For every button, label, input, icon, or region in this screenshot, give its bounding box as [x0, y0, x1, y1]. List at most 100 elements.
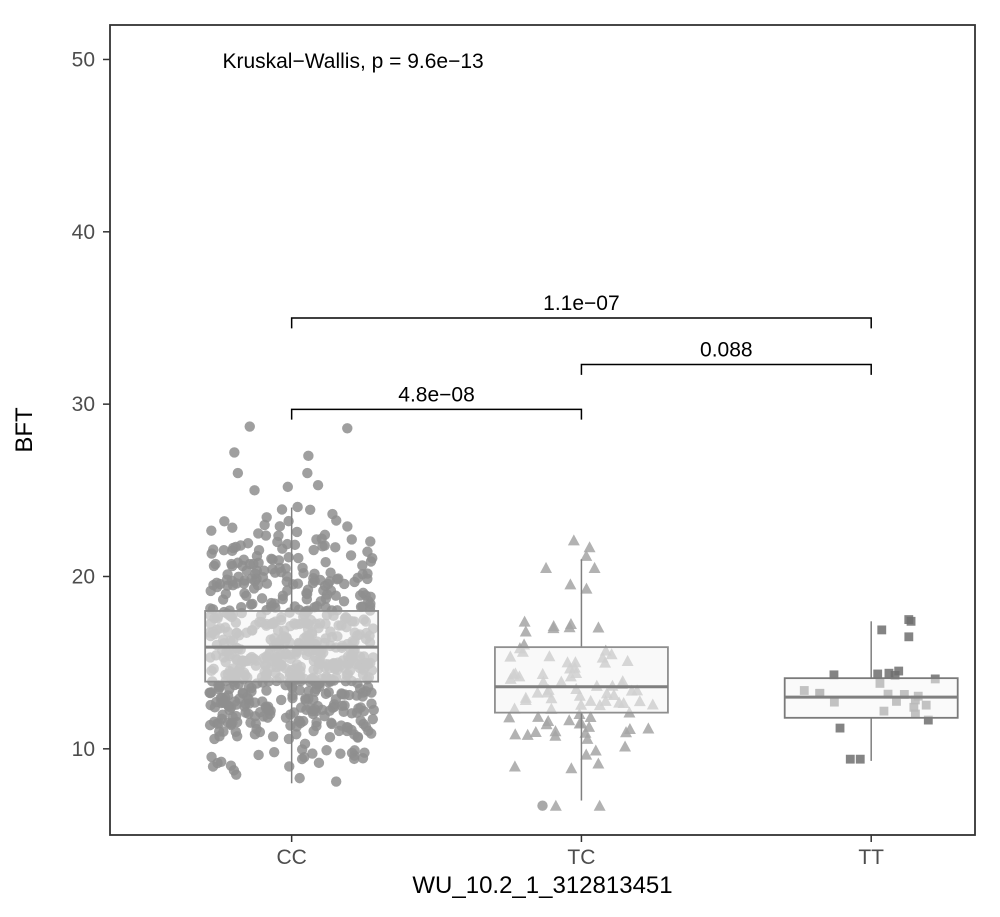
data-point [581, 583, 593, 594]
data-point [366, 728, 376, 738]
data-point [229, 447, 239, 457]
data-point [342, 521, 352, 531]
x-tick-label: TC [567, 846, 595, 869]
data-point [907, 617, 916, 626]
data-point [877, 625, 886, 634]
data-point [283, 482, 293, 492]
data-point [300, 695, 310, 705]
data-point [349, 745, 359, 755]
data-point [365, 592, 375, 602]
data-point [904, 632, 913, 641]
data-point [317, 705, 327, 715]
data-point [218, 594, 228, 604]
data-point [269, 747, 279, 757]
data-point [206, 525, 216, 535]
data-point [530, 726, 542, 737]
data-point [584, 541, 596, 552]
data-point [347, 708, 357, 718]
data-point [509, 760, 521, 771]
data-point [285, 720, 295, 730]
y-tick-label: 10 [72, 738, 95, 761]
data-point [233, 468, 243, 478]
boxplot-chart: 1020304050BFTCCTCTTWU_10.2_1_3128134511.… [0, 0, 1000, 917]
data-point [355, 590, 365, 600]
x-tick-label: TT [858, 846, 884, 869]
data-point [590, 744, 602, 755]
x-axis-label: WU_10.2_1_312813451 [412, 872, 672, 899]
x-tick-label: CC [276, 846, 306, 869]
data-point [362, 547, 372, 557]
data-point [592, 621, 604, 632]
comparison-label: 1.1e−07 [543, 292, 620, 315]
data-point [245, 421, 255, 431]
data-point [217, 714, 227, 724]
box [495, 647, 668, 712]
data-point [210, 559, 220, 569]
data-point [231, 769, 241, 779]
data-point [321, 745, 331, 755]
data-point [241, 591, 251, 601]
data-point [302, 468, 312, 478]
y-tick-label: 30 [72, 393, 95, 416]
data-point [313, 480, 323, 490]
data-point [310, 575, 320, 585]
data-point [542, 715, 554, 726]
data-point [287, 693, 297, 703]
data-point [331, 776, 341, 786]
data-point [537, 801, 547, 811]
comparison-bracket [292, 409, 582, 419]
data-point [334, 726, 344, 736]
comparison-bracket [581, 365, 871, 375]
data-point [568, 534, 580, 545]
data-point [323, 579, 333, 589]
data-point [227, 576, 237, 586]
data-point [275, 521, 285, 531]
data-point [856, 755, 865, 764]
data-point [257, 593, 267, 603]
data-point [563, 714, 575, 725]
data-point [278, 594, 288, 604]
data-point [589, 562, 601, 573]
data-point [353, 732, 363, 742]
data-point [366, 699, 376, 709]
data-point [347, 534, 357, 544]
data-point [519, 616, 531, 627]
data-point [292, 502, 302, 512]
data-point [339, 596, 349, 606]
data-point [259, 520, 269, 530]
data-point [261, 703, 271, 713]
data-point [317, 533, 327, 543]
data-point [325, 732, 335, 742]
data-point [335, 748, 345, 758]
data-point [846, 755, 855, 764]
chart-svg: 1020304050BFTCCTCTTWU_10.2_1_3128134511.… [0, 0, 1000, 917]
data-point [619, 740, 631, 751]
data-point [308, 545, 318, 555]
data-point [550, 800, 562, 811]
data-point [540, 562, 552, 573]
data-point [565, 762, 577, 773]
data-point [205, 720, 215, 730]
data-point [362, 574, 372, 584]
data-point [520, 625, 532, 636]
data-point [205, 700, 215, 710]
comparison-label: 4.8e−08 [398, 383, 475, 406]
comparison-label: 0.088 [700, 339, 753, 362]
data-point [302, 589, 312, 599]
data-point [548, 620, 560, 631]
data-point [246, 683, 256, 693]
data-point [294, 773, 304, 783]
data-point [322, 589, 332, 599]
data-point [259, 565, 269, 575]
data-point [263, 712, 273, 722]
data-point [836, 724, 845, 733]
data-point [305, 505, 315, 515]
data-point [212, 582, 222, 592]
data-point [321, 689, 331, 699]
data-point [241, 699, 251, 709]
data-point [219, 516, 229, 526]
data-point [365, 536, 375, 546]
y-tick-label: 40 [72, 221, 95, 244]
data-point [894, 667, 903, 676]
data-point [219, 545, 229, 555]
